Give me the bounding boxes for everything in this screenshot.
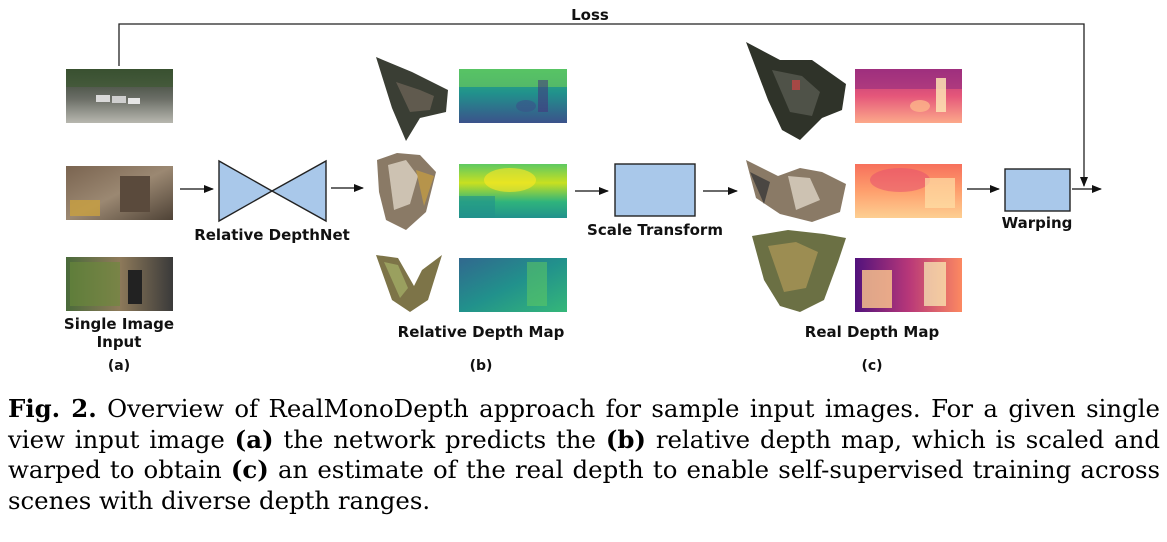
subfigure-label-a: (a)	[108, 358, 130, 374]
subfigure-label-c: (c)	[861, 358, 882, 374]
input-label-line2: Input	[97, 333, 142, 351]
warping-box	[1004, 168, 1071, 212]
scale-transform-label: Scale Transform	[587, 221, 723, 239]
input-images	[66, 69, 173, 311]
depthnet-block	[218, 159, 327, 223]
real-point-clouds	[746, 42, 846, 312]
caption-text-3: relative depth map, which is scaled and …	[8, 424, 1161, 485]
figure-number: Fig. 2.	[8, 394, 97, 423]
relative-point-clouds	[376, 57, 448, 312]
input-label-line1: Single Image	[64, 315, 174, 333]
real-depth-label: Real Depth Map	[805, 323, 940, 341]
loss-label: Loss	[571, 6, 609, 24]
subfigure-label-b: (b)	[470, 358, 493, 374]
caption-text-1: Overview of RealMonoDepth approach for s…	[8, 394, 1160, 454]
scale-transform-box	[614, 163, 696, 217]
caption-ref-c: (c)	[230, 455, 269, 484]
figure-caption: Fig. 2. Overview of RealMonoDepth approa…	[8, 394, 1160, 516]
relative-depth-map-3	[459, 258, 567, 312]
caption-ref-a: (a)	[234, 424, 274, 454]
relative-depth-label: Relative Depth Map	[398, 323, 565, 341]
caption-text-2: the network predicts the	[273, 424, 606, 454]
caption-text-4: an estimate of the real depth to enable …	[8, 455, 1160, 515]
warping-label: Warping	[1002, 214, 1073, 232]
relative-depth-maps	[459, 69, 567, 312]
real-depth-maps	[855, 69, 962, 312]
caption-ref-b: (b)	[605, 424, 646, 454]
loss-feedback-line	[118, 23, 1088, 187]
depthnet-label: Relative DepthNet	[194, 226, 350, 244]
